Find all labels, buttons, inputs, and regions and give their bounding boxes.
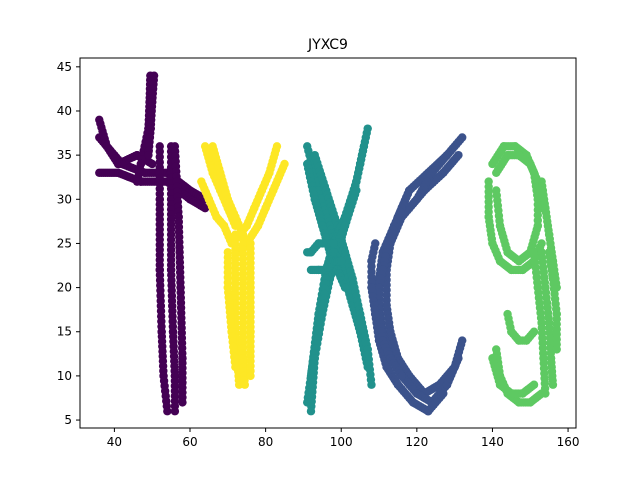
- data-point: [454, 354, 463, 363]
- x-tick-label: 100: [330, 435, 353, 449]
- data-point: [231, 362, 240, 372]
- chart-title: JYXC9: [307, 37, 348, 53]
- data-point: [340, 283, 350, 292]
- y-axis: 5 10 15 20 25 30 35 40 45: [57, 60, 80, 427]
- data-point: [148, 159, 157, 169]
- data-point: [529, 380, 539, 389]
- data-point: [492, 186, 501, 195]
- data-point: [170, 407, 180, 416]
- data-point: [200, 203, 210, 213]
- data-point: [178, 398, 187, 407]
- y-tick-label: 30: [57, 192, 72, 206]
- series-2: [197, 142, 289, 389]
- x-tick-label: 120: [405, 435, 428, 449]
- x-axis: 40 60 80 100 120 140 160: [107, 428, 580, 449]
- y-tick-label: 10: [57, 369, 72, 383]
- data-point: [367, 380, 376, 389]
- x-tick-label: 80: [258, 435, 273, 449]
- series-5: [484, 142, 561, 407]
- x-tick-label: 60: [182, 435, 197, 449]
- x-tick-label: 40: [107, 435, 122, 449]
- y-tick-label: 15: [57, 325, 72, 339]
- data-point: [529, 327, 539, 336]
- series-3: [303, 124, 376, 416]
- data-point: [537, 389, 546, 398]
- y-tick-label: 35: [57, 148, 72, 162]
- data-point: [537, 239, 546, 248]
- data-points-layer: [95, 71, 561, 416]
- x-tick-label: 140: [481, 435, 504, 449]
- y-tick-label: 25: [57, 236, 72, 250]
- data-point: [458, 336, 467, 345]
- y-tick-label: 45: [57, 60, 72, 74]
- data-point: [246, 371, 255, 381]
- series-1: [95, 71, 210, 416]
- data-point: [337, 256, 346, 266]
- data-point: [548, 380, 558, 389]
- data-point: [439, 389, 448, 398]
- data-point: [163, 407, 172, 416]
- y-tick-label: 40: [57, 104, 72, 118]
- data-point: [144, 150, 153, 160]
- data-point: [552, 345, 561, 354]
- data-point: [306, 407, 316, 416]
- data-point: [397, 371, 406, 381]
- x-tick-label: 160: [557, 435, 580, 449]
- data-point: [240, 380, 250, 389]
- series-4: [367, 133, 467, 416]
- y-tick-label: 20: [57, 281, 72, 295]
- data-point: [329, 239, 338, 248]
- data-point: [132, 177, 142, 186]
- data-point: [371, 309, 380, 319]
- y-tick-label: 5: [64, 413, 72, 427]
